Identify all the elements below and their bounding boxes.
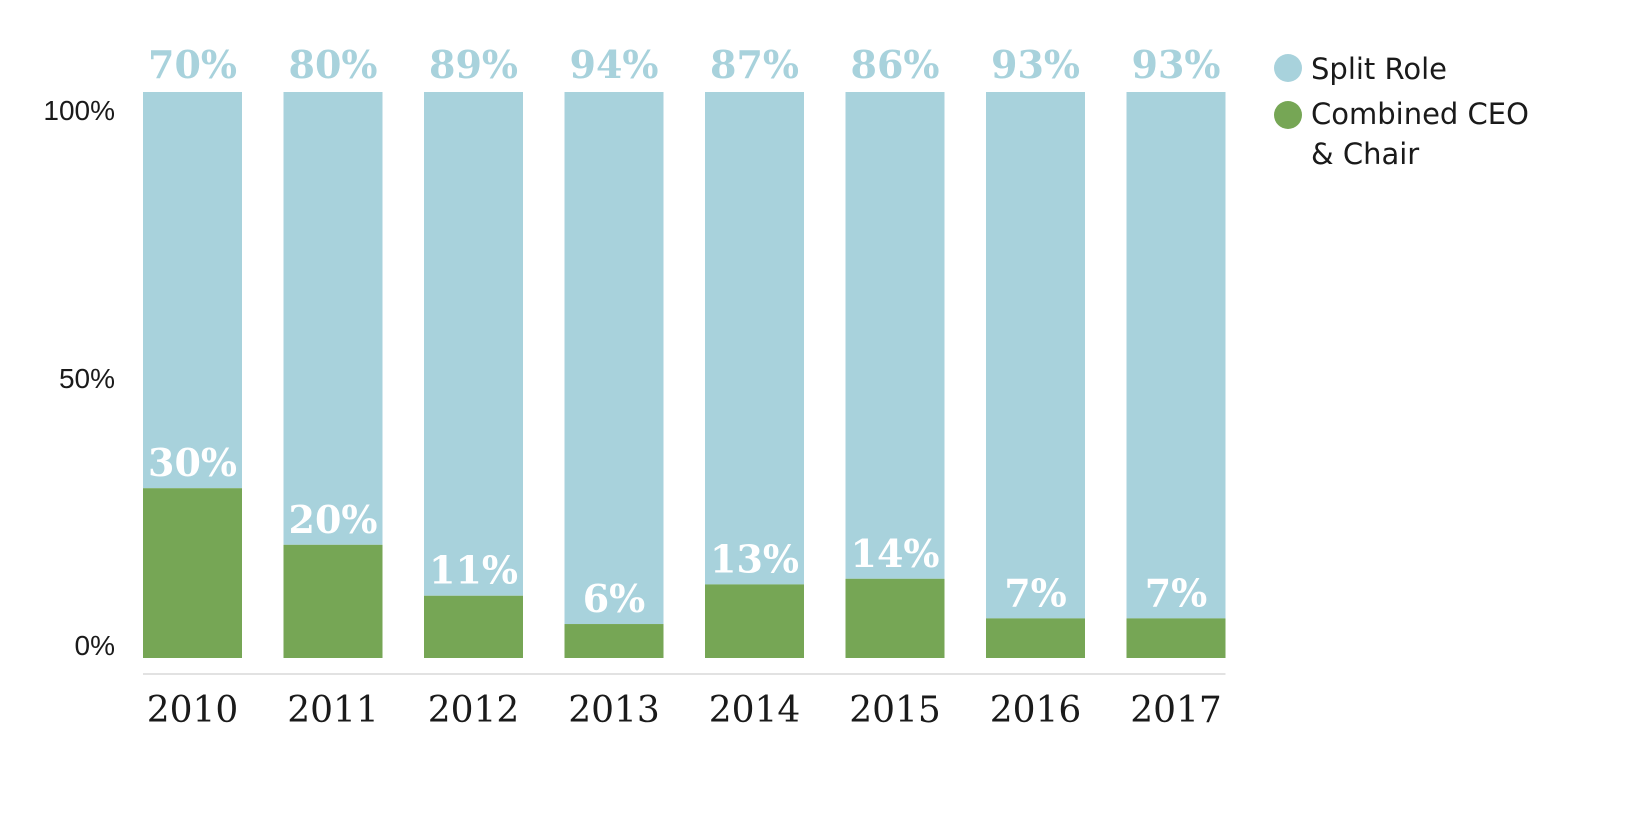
legend-label-combined: & Chair [1311,137,1419,171]
bar-split-role [424,92,523,596]
combined-value-label: 14% [851,531,940,576]
bar-combined-ceo-chair [143,488,242,658]
y-axis: 0% 50% 100% [43,95,115,661]
split-role-value-label: 87% [710,42,799,87]
y-tick-label: 0% [75,630,115,661]
split-role-value-label: 93% [1132,42,1221,87]
split-role-value-label: 89% [429,42,518,87]
x-tick-label: 2014 [709,690,801,731]
bar-split-role [1126,92,1226,619]
bar-combined-ceo-chair [564,624,664,658]
x-tick-label: 2010 [147,690,239,731]
legend-swatch-combined [1274,101,1302,129]
x-axis: 2010 2011 2012 2013 2014 2015 2016 2017 [147,690,1222,731]
combined-value-label: 30% [148,440,237,485]
combined-value-label: 20% [289,497,378,542]
bar-combined-ceo-chair [424,595,523,658]
split-role-value-label: 93% [991,42,1080,87]
y-tick-label: 50% [59,363,115,394]
x-tick-label: 2015 [849,690,941,731]
bar-combined-ceo-chair [986,618,1085,658]
x-tick-label: 2017 [1130,690,1222,731]
bar-split-role [845,92,945,579]
legend-label-split-role: Split Role [1311,52,1447,86]
bar-combined-ceo-chair [1126,618,1226,658]
bar-split-role [143,92,242,489]
bar-combined-ceo-chair [705,584,804,658]
combined-value-label: 13% [710,536,799,581]
bar-split-role [986,92,1085,619]
combined-value-label: 7% [1004,570,1067,615]
x-tick-label: 2011 [287,690,379,731]
bar-split-role [564,92,664,625]
legend-swatch-split-role [1274,54,1302,82]
x-tick-label: 2013 [568,690,660,731]
combined-value-label: 11% [429,548,518,593]
legend-label-combined: Combined CEO [1311,97,1529,131]
combined-value-label: 6% [583,576,646,621]
split-role-value-label: 80% [289,42,378,87]
bar-combined-ceo-chair [283,544,383,658]
combined-value-label: 7% [1145,570,1208,615]
bar-split-role [283,92,383,545]
split-role-value-label: 86% [851,42,940,87]
bar-combined-ceo-chair [845,578,945,658]
split-role-value-label: 70% [148,42,237,87]
split-role-value-label: 94% [570,42,659,87]
value-labels: 70% 30% 80% 20% 89% 11% 94% 6% 87% 13% 86% 14% 93% 7%… [148,42,1221,621]
x-tick-label: 2012 [428,690,520,731]
bars [143,92,1226,658]
legend: Split Role Combined CEO & Chair [1274,52,1529,171]
x-tick-label: 2016 [990,690,1082,731]
y-tick-label: 100% [43,95,115,126]
bar-split-role [705,92,804,585]
